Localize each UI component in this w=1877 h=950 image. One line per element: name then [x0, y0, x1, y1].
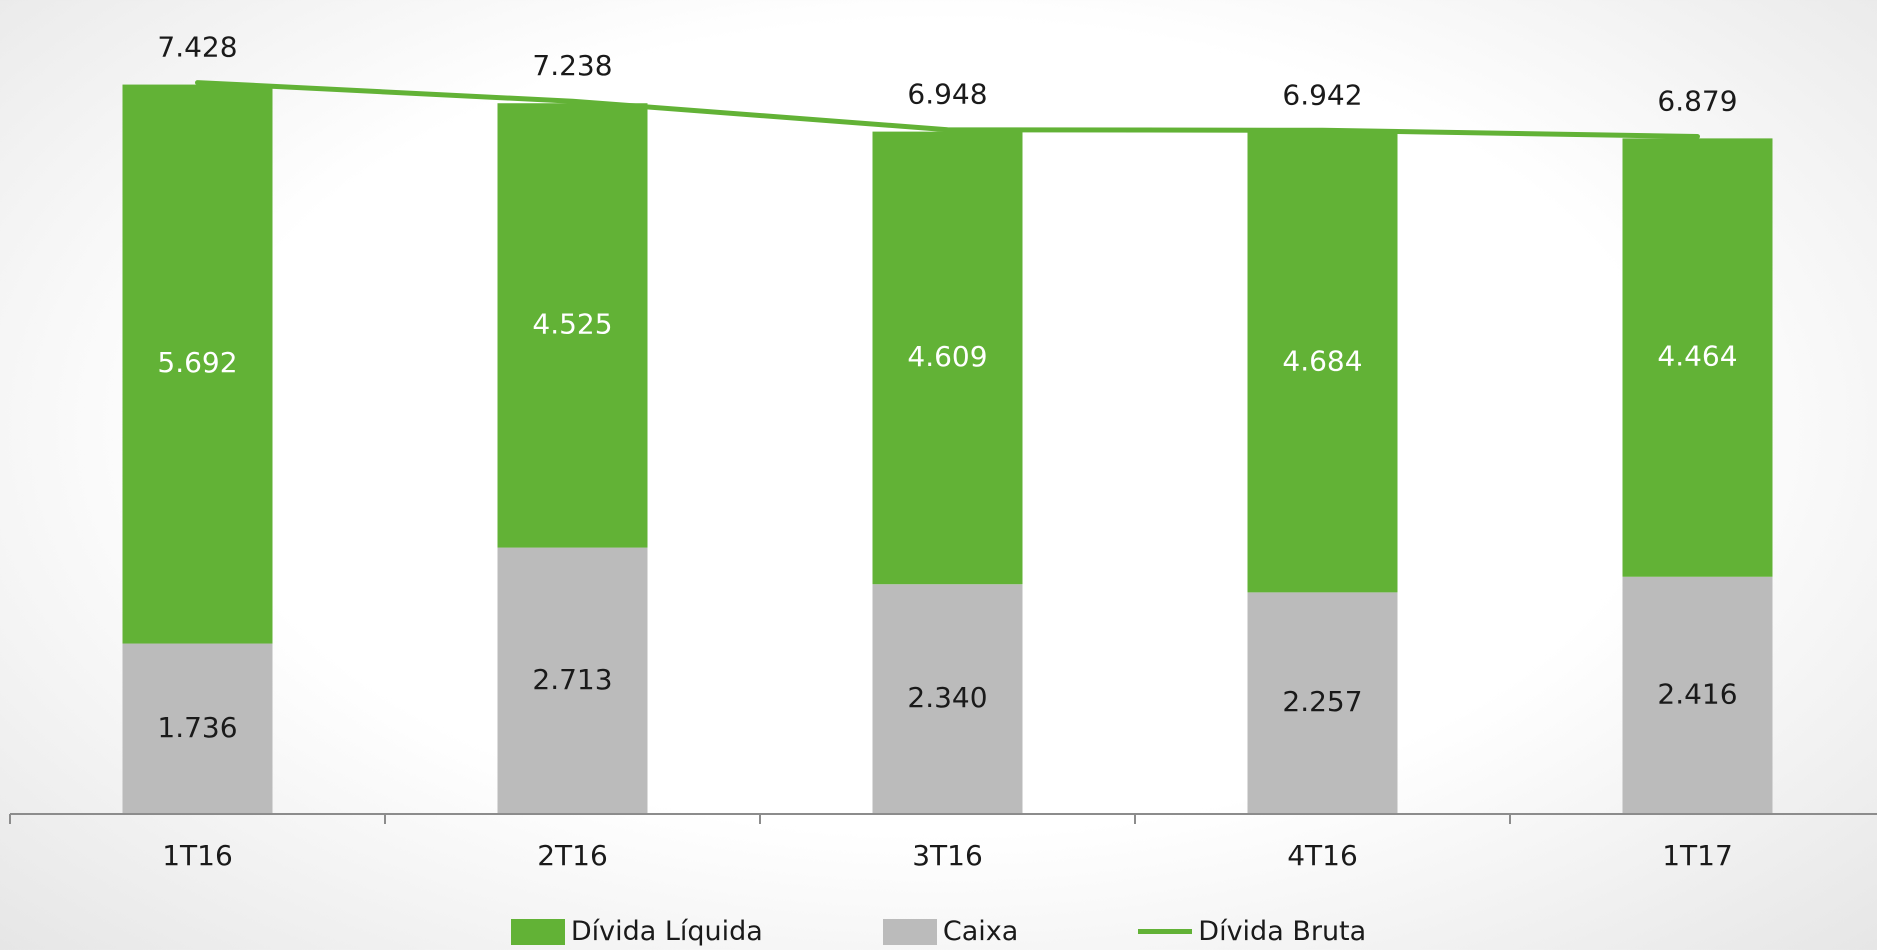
legend-swatch-caixa: [882, 918, 937, 945]
legend-item-divida-liquida: Dívida Líquida: [510, 916, 763, 947]
bar-divida-liquida-1T16: [122, 84, 273, 644]
data-label-divida-bruta-3T16: 6.948: [907, 78, 987, 111]
data-label-divida-liquida-1T17: 4.464: [1657, 340, 1737, 373]
data-label-caixa-4T16: 2.257: [1282, 685, 1362, 718]
legend-label-divida-liquida: Dívida Líquida: [570, 916, 763, 947]
data-label-divida-bruta-2T16: 7.238: [532, 49, 612, 82]
line-divida-bruta: [195, 80, 1700, 139]
bar-caixa-3T16: [872, 584, 1023, 814]
bar-caixa-4T16: [1247, 592, 1398, 814]
bar-caixa-1T17: [1622, 576, 1773, 814]
bar-divida-liquida-2T16: [497, 103, 648, 548]
legend-label-caixa: Caixa: [942, 916, 1019, 947]
data-label-divida-liquida-3T16: 4.609: [907, 340, 987, 373]
x-tick-label-2T16: 2T16: [537, 839, 608, 872]
data-label-divida-liquida-4T16: 4.684: [1282, 344, 1362, 377]
legend-swatch-divida-bruta: [1138, 929, 1193, 934]
data-label-divida-bruta-4T16: 6.942: [1282, 78, 1362, 111]
bar-caixa-1T16: [122, 643, 273, 814]
data-label-divida-bruta-1T17: 6.879: [1657, 84, 1737, 117]
bar-divida-liquida-1T17: [1622, 138, 1773, 577]
x-tick-label-3T16: 3T16: [912, 839, 983, 872]
legend-label-divida-bruta: Dívida Bruta: [1198, 916, 1367, 947]
data-label-caixa-2T16: 2.713: [532, 663, 612, 696]
data-label-divida-liquida-2T16: 4.525: [532, 307, 612, 340]
bar-caixa-2T16: [497, 547, 648, 814]
bar-divida-liquida-4T16: [1247, 132, 1398, 593]
legend-item-divida-bruta: Dívida Bruta: [1138, 916, 1366, 947]
x-tick-label-4T16: 4T16: [1287, 839, 1358, 872]
legend-swatch-divida-liquida: [510, 918, 565, 945]
data-label-divida-liquida-1T16: 5.692: [157, 346, 237, 379]
data-label-caixa-1T17: 2.416: [1657, 677, 1737, 710]
x-tick-label-1T16: 1T16: [162, 839, 233, 872]
data-label-caixa-3T16: 2.340: [907, 681, 987, 714]
legend: Dívida Líquida Caixa Dívida Bruta: [0, 916, 1877, 947]
data-label-caixa-1T16: 1.736: [157, 711, 237, 744]
x-tick-label-1T17: 1T17: [1662, 839, 1733, 872]
data-label-divida-bruta-1T16: 7.428: [157, 31, 237, 64]
bar-divida-liquida-3T16: [872, 131, 1023, 585]
legend-item-caixa: Caixa: [882, 916, 1019, 947]
